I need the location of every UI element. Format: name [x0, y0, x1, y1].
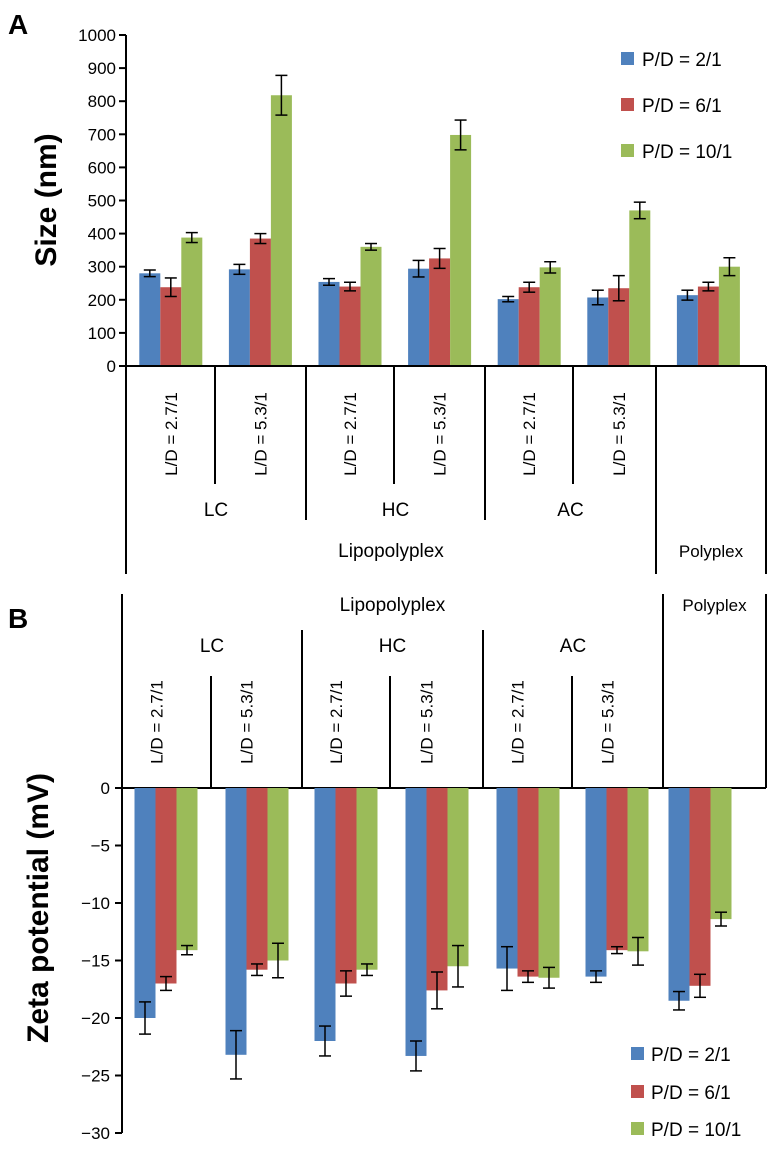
bar	[335, 788, 357, 984]
y-tick-label: 0	[107, 357, 116, 376]
y-tick-label: 300	[88, 258, 116, 277]
y-tick-label: 100	[88, 324, 116, 343]
bar	[360, 246, 382, 366]
category-label: L/D = 5.3/1	[431, 392, 450, 476]
bar	[450, 134, 472, 366]
legend-label: P/D = 6/1	[642, 96, 722, 117]
category-label: L/D = 5.3/1	[599, 680, 618, 764]
y-tick-label: 700	[88, 125, 116, 144]
category-label: L/D = 2.7/1	[520, 392, 539, 476]
bar	[496, 788, 518, 969]
y-tick-label: 400	[88, 225, 116, 244]
legend-label: P/D = 6/1	[651, 1083, 731, 1104]
bar	[676, 295, 698, 366]
y-tick-label: 500	[88, 192, 116, 211]
legend-swatch	[621, 52, 634, 65]
bar	[181, 237, 203, 366]
supergroup-label: Lipopolyplex	[338, 541, 444, 562]
bar	[718, 266, 740, 366]
bar	[314, 788, 336, 1041]
legend-swatch	[631, 1047, 644, 1060]
bar	[668, 788, 690, 1001]
bar	[405, 788, 427, 1056]
bar	[517, 788, 539, 977]
bar	[447, 788, 469, 967]
y-tick-label: −20	[81, 1009, 110, 1028]
y-tick-label: 900	[88, 59, 116, 78]
bar	[538, 788, 560, 978]
bar	[587, 297, 609, 366]
bar	[629, 210, 651, 366]
bar	[608, 288, 630, 366]
category-label: L/D = 2.7/1	[509, 680, 528, 764]
supergroup-label: Polyplex	[679, 542, 744, 561]
legend-label: P/D = 10/1	[651, 1120, 741, 1141]
bar	[429, 258, 451, 366]
panel-label-b: B	[8, 603, 28, 634]
y-tick-label: −5	[91, 837, 110, 856]
legend-swatch	[631, 1122, 644, 1135]
category-label: L/D = 2.7/1	[162, 392, 181, 476]
y-tick-label: −30	[81, 1124, 110, 1143]
category-label: L/D = 2.7/1	[341, 392, 360, 476]
legend-label: P/D = 2/1	[642, 50, 722, 71]
supergroup-label: Lipopolyplex	[340, 595, 446, 616]
y-axis-label: Size (nm)	[30, 133, 63, 266]
group-label: HC	[382, 500, 409, 521]
bar	[627, 788, 649, 952]
bar	[585, 788, 607, 977]
bar	[225, 788, 247, 1055]
bar	[155, 788, 177, 984]
group-label: AC	[560, 636, 586, 657]
bar	[539, 267, 561, 366]
group-label: LC	[204, 500, 228, 521]
bar	[160, 287, 182, 366]
category-label: L/D = 2.7/1	[148, 680, 167, 764]
supergroup-label: Polyplex	[682, 596, 747, 615]
bar	[356, 788, 378, 970]
bar	[426, 788, 448, 991]
y-tick-label: 1000	[78, 26, 116, 45]
bar	[246, 788, 268, 970]
bar	[176, 788, 198, 951]
category-label: L/D = 5.3/1	[238, 680, 257, 764]
bar	[249, 238, 271, 366]
legend-swatch	[621, 144, 634, 157]
bar	[606, 788, 628, 951]
y-tick-label: 200	[88, 291, 116, 310]
bar	[408, 268, 430, 366]
bar	[518, 287, 540, 366]
y-tick-label: 0	[101, 779, 110, 798]
bar	[134, 788, 156, 1018]
panel-label-a: A	[8, 9, 28, 40]
category-label: L/D = 5.3/1	[610, 392, 629, 476]
legend-label: P/D = 2/1	[651, 1045, 731, 1066]
group-label: AC	[557, 500, 583, 521]
bar	[267, 788, 289, 961]
category-label: L/D = 2.7/1	[327, 680, 346, 764]
y-tick-label: −10	[81, 894, 110, 913]
bar	[710, 788, 732, 920]
y-tick-label: 800	[88, 92, 116, 111]
y-tick-label: −25	[81, 1067, 110, 1086]
y-axis-label: Zeta potential (mV)	[22, 773, 55, 1043]
legend-label: P/D = 10/1	[642, 142, 732, 163]
category-label: L/D = 5.3/1	[418, 680, 437, 764]
bar	[228, 269, 250, 366]
bar	[697, 286, 719, 366]
bar	[339, 286, 361, 366]
bar	[139, 273, 161, 366]
bar	[497, 299, 519, 366]
y-tick-label: −15	[81, 952, 110, 971]
group-label: LC	[200, 636, 224, 657]
bar	[318, 281, 340, 366]
y-tick-label: 600	[88, 158, 116, 177]
legend-swatch	[621, 98, 634, 111]
bar	[270, 95, 292, 366]
category-label: L/D = 5.3/1	[251, 392, 270, 476]
legend-swatch	[631, 1085, 644, 1098]
bar	[689, 788, 711, 986]
group-label: HC	[379, 636, 406, 657]
